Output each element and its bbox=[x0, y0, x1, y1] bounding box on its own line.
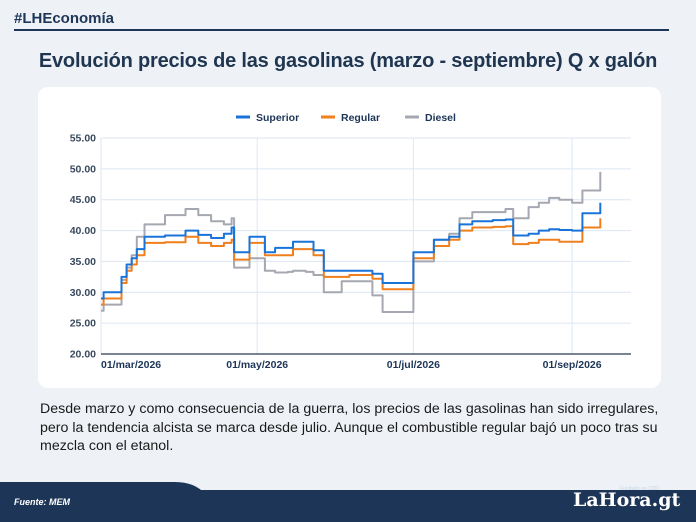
y-tick-label: 50.00 bbox=[70, 163, 96, 175]
axis-layer: 20.00 25.00 30.00 35.00 40.00 45.00 50.00 55.00… bbox=[70, 133, 631, 371]
brand-tagline: Fundado en 1920 bbox=[620, 486, 660, 492]
y-tick-label: 35.00 bbox=[70, 256, 96, 268]
y-tick-label: 30.00 bbox=[70, 287, 96, 299]
brand-logo[interactable]: LaHora.gt bbox=[573, 489, 681, 511]
y-tick-label: 40.00 bbox=[70, 225, 96, 237]
hashtag-label: #LHEconomía bbox=[14, 10, 115, 27]
x-tick-label: 01/may/2026 bbox=[226, 359, 288, 371]
y-tick-label: 45.00 bbox=[70, 194, 96, 206]
price-line-chart: Superior Regular Diesel 20.00 25.00 30.00 35.… bbox=[70, 112, 631, 371]
y-tick-label: 25.00 bbox=[70, 318, 96, 330]
x-tick-label: 01/jul/2026 bbox=[387, 359, 440, 371]
legend: Superior Regular Diesel bbox=[236, 112, 456, 124]
grid-layer bbox=[100, 137, 631, 355]
source-label: Fuente: MEM bbox=[14, 497, 70, 507]
y-tick-label: 20.00 bbox=[70, 349, 96, 361]
footer-bar bbox=[0, 482, 696, 522]
header-rule bbox=[14, 29, 669, 31]
y-tick-label: 55.00 bbox=[70, 133, 96, 145]
x-tick-label: 01/sep/2026 bbox=[543, 359, 602, 371]
series-line-diesel bbox=[101, 171, 602, 313]
legend-label: Regular bbox=[341, 112, 380, 124]
legend-label: Diesel bbox=[425, 112, 456, 124]
chart-title: Evolución precios de las gasolinas (marz… bbox=[38, 50, 658, 72]
legend-label: Superior bbox=[256, 112, 299, 124]
series-line-superior bbox=[101, 202, 602, 300]
series-layer bbox=[101, 171, 602, 313]
x-tick-label: 01/mar/2026 bbox=[101, 359, 161, 371]
description-text: Desde marzo y como consecuencia de la gu… bbox=[40, 401, 659, 454]
